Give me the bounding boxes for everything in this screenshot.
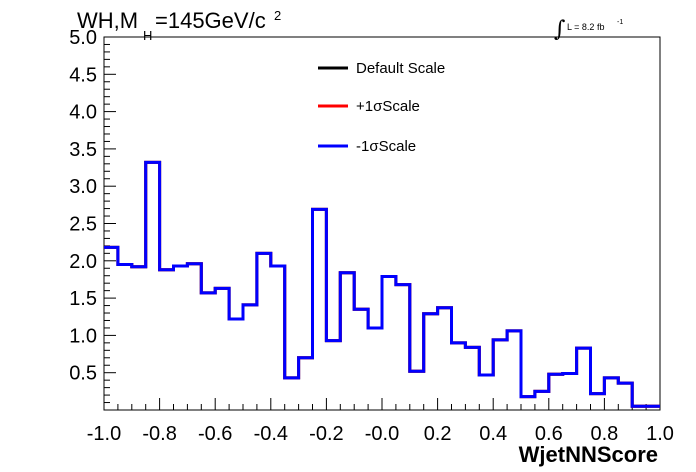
- y-tick-label: 4.0: [69, 102, 97, 124]
- x-tick-label: 0.4: [479, 423, 507, 445]
- y-tick-label: 1.5: [69, 288, 97, 310]
- plot-title-subscript: H: [143, 28, 152, 43]
- x-tick-label: -0.4: [254, 423, 288, 445]
- y-tick-label: 5.0: [69, 27, 97, 49]
- y-tick-label: 4.5: [69, 64, 97, 86]
- series-minus-sigma-step-line: [104, 160, 660, 408]
- x-tick-label: -0.6: [198, 423, 232, 445]
- axis-ticks: [103, 36, 661, 411]
- plot-title: WH,M: [77, 8, 138, 33]
- lumi-integral: ∫: [554, 17, 566, 42]
- x-axis-label: WjetNNScore: [519, 442, 658, 467]
- y-tick-label: 3.0: [69, 176, 97, 198]
- x-tick-label: -0.8: [142, 423, 176, 445]
- y-tick-label: 0.5: [69, 363, 97, 385]
- x-tick-label: -0.0: [365, 423, 399, 445]
- legend: Default Scale +1σScale -1σScale: [318, 60, 445, 155]
- y-tick-label: 3.5: [69, 139, 97, 161]
- y-tick-label: 2.0: [69, 251, 97, 273]
- y-tick-label: 2.5: [69, 214, 97, 236]
- x-tick-label: 0.8: [590, 423, 618, 445]
- x-tick-label: 0.6: [535, 423, 563, 445]
- lumi-superscript: -1: [617, 19, 623, 26]
- y-tick-label: 1.0: [69, 325, 97, 347]
- legend-label-minus: -1σScale: [356, 138, 416, 155]
- plot-title-superscript: 2: [274, 8, 281, 23]
- series-group: [104, 160, 660, 408]
- x-tick-labels: -1.0 -0.8 -0.6 -0.4 -0.2 -0.0 0.2 0.4 0.6 0.8 1.0: [87, 423, 674, 445]
- x-tick-label: -1.0: [87, 423, 121, 445]
- legend-label-default: Default Scale: [356, 60, 445, 77]
- plot-title-value: =145GeV/c: [155, 8, 266, 33]
- x-tick-label: 0.2: [424, 423, 452, 445]
- x-tick-label: 1.0: [646, 423, 674, 445]
- lumi-label: L = 8.2 fb: [567, 22, 604, 32]
- y-tick-labels: 0.5 1.0 1.5 2.0 2.5 3.0 3.5 4.0 4.5 5.0: [69, 27, 97, 385]
- legend-label-plus: +1σScale: [356, 98, 420, 115]
- x-tick-label: -0.2: [309, 423, 343, 445]
